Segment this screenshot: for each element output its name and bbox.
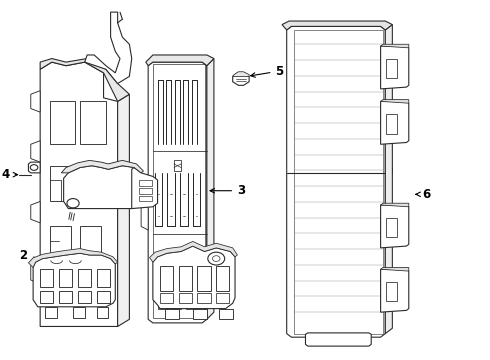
Polygon shape bbox=[153, 246, 235, 309]
Polygon shape bbox=[148, 62, 207, 323]
Bar bbox=[386, 59, 396, 78]
Polygon shape bbox=[381, 203, 409, 207]
Polygon shape bbox=[165, 309, 179, 319]
Polygon shape bbox=[73, 307, 85, 318]
Bar bbox=[40, 269, 53, 287]
Polygon shape bbox=[33, 253, 115, 307]
Bar bbox=[49, 102, 75, 144]
Polygon shape bbox=[45, 307, 57, 318]
Circle shape bbox=[30, 165, 38, 170]
Bar bbox=[139, 180, 152, 186]
Bar bbox=[139, 188, 152, 194]
Polygon shape bbox=[282, 21, 392, 30]
Bar bbox=[59, 291, 72, 303]
Polygon shape bbox=[381, 205, 409, 248]
Bar bbox=[80, 102, 106, 144]
Bar bbox=[197, 266, 211, 291]
Polygon shape bbox=[31, 141, 40, 162]
Polygon shape bbox=[40, 62, 118, 327]
Bar bbox=[158, 255, 167, 309]
Text: 1: 1 bbox=[78, 177, 125, 191]
Bar bbox=[216, 293, 229, 303]
Bar bbox=[80, 166, 106, 202]
Bar bbox=[78, 291, 91, 303]
Polygon shape bbox=[132, 167, 158, 208]
Polygon shape bbox=[146, 55, 214, 66]
Bar bbox=[216, 266, 229, 291]
Polygon shape bbox=[40, 59, 129, 102]
Polygon shape bbox=[141, 202, 148, 230]
Polygon shape bbox=[61, 160, 144, 173]
Polygon shape bbox=[381, 46, 409, 89]
Polygon shape bbox=[381, 267, 409, 271]
Polygon shape bbox=[85, 12, 132, 84]
Bar bbox=[49, 166, 75, 202]
Bar bbox=[97, 269, 110, 287]
Text: 6: 6 bbox=[416, 188, 431, 201]
Polygon shape bbox=[31, 262, 40, 284]
Bar bbox=[78, 269, 91, 287]
Bar bbox=[179, 293, 192, 303]
Bar bbox=[197, 293, 211, 303]
Polygon shape bbox=[305, 333, 371, 346]
Circle shape bbox=[67, 199, 79, 208]
Bar bbox=[80, 226, 101, 258]
Circle shape bbox=[208, 252, 225, 265]
Polygon shape bbox=[219, 309, 233, 319]
Text: 5: 5 bbox=[251, 64, 284, 77]
Polygon shape bbox=[207, 59, 214, 319]
Bar bbox=[386, 114, 396, 134]
Bar bbox=[186, 255, 195, 309]
Bar bbox=[172, 255, 181, 309]
Polygon shape bbox=[31, 91, 40, 112]
Polygon shape bbox=[381, 102, 409, 144]
Bar bbox=[179, 266, 192, 291]
Polygon shape bbox=[381, 44, 409, 48]
Bar bbox=[386, 217, 396, 237]
Polygon shape bbox=[193, 309, 207, 319]
Polygon shape bbox=[149, 242, 237, 262]
Polygon shape bbox=[385, 24, 392, 334]
Bar bbox=[49, 226, 71, 258]
Polygon shape bbox=[287, 26, 385, 337]
Polygon shape bbox=[233, 73, 249, 85]
Bar bbox=[59, 269, 72, 287]
Polygon shape bbox=[64, 166, 141, 208]
Polygon shape bbox=[233, 72, 249, 76]
Polygon shape bbox=[97, 307, 108, 318]
Polygon shape bbox=[31, 202, 40, 223]
Bar bbox=[40, 291, 53, 303]
Polygon shape bbox=[381, 269, 409, 312]
Bar bbox=[139, 196, 152, 202]
Text: 2: 2 bbox=[19, 248, 37, 261]
Bar bbox=[386, 282, 396, 301]
Text: 3: 3 bbox=[210, 184, 245, 197]
Polygon shape bbox=[381, 100, 409, 103]
Bar bbox=[97, 291, 110, 303]
Bar bbox=[160, 266, 173, 291]
Bar bbox=[160, 293, 173, 303]
Text: 4: 4 bbox=[1, 168, 18, 181]
Polygon shape bbox=[118, 94, 129, 327]
Polygon shape bbox=[28, 162, 40, 173]
Circle shape bbox=[213, 256, 220, 261]
Polygon shape bbox=[174, 160, 181, 171]
Polygon shape bbox=[28, 249, 118, 267]
